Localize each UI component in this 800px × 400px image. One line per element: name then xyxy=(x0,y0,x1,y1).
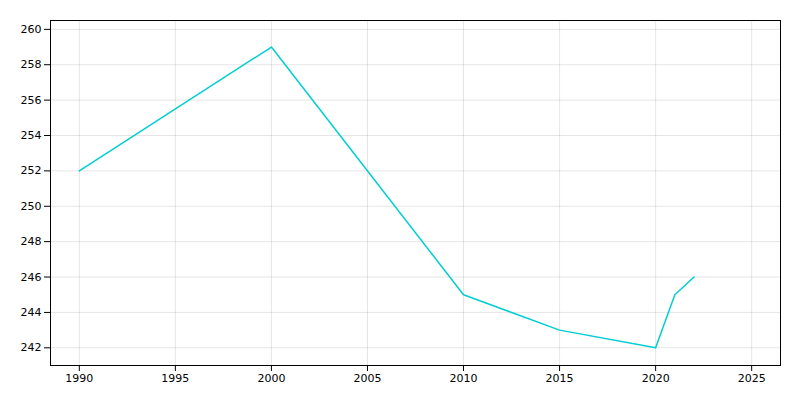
svg-text:1990: 1990 xyxy=(65,372,93,385)
svg-text:258: 258 xyxy=(21,58,42,71)
svg-text:260: 260 xyxy=(21,23,42,36)
svg-text:2000: 2000 xyxy=(257,372,285,385)
svg-text:2025: 2025 xyxy=(738,372,766,385)
svg-text:244: 244 xyxy=(21,306,42,319)
svg-text:1995: 1995 xyxy=(161,372,189,385)
svg-text:2020: 2020 xyxy=(642,372,670,385)
svg-text:256: 256 xyxy=(21,94,42,107)
svg-text:2005: 2005 xyxy=(353,372,381,385)
svg-text:252: 252 xyxy=(21,164,42,177)
svg-text:254: 254 xyxy=(21,129,42,142)
svg-text:2010: 2010 xyxy=(450,372,478,385)
svg-text:242: 242 xyxy=(21,341,42,354)
svg-text:2015: 2015 xyxy=(546,372,574,385)
svg-text:250: 250 xyxy=(21,200,42,213)
svg-text:246: 246 xyxy=(21,271,42,284)
svg-text:248: 248 xyxy=(21,235,42,248)
